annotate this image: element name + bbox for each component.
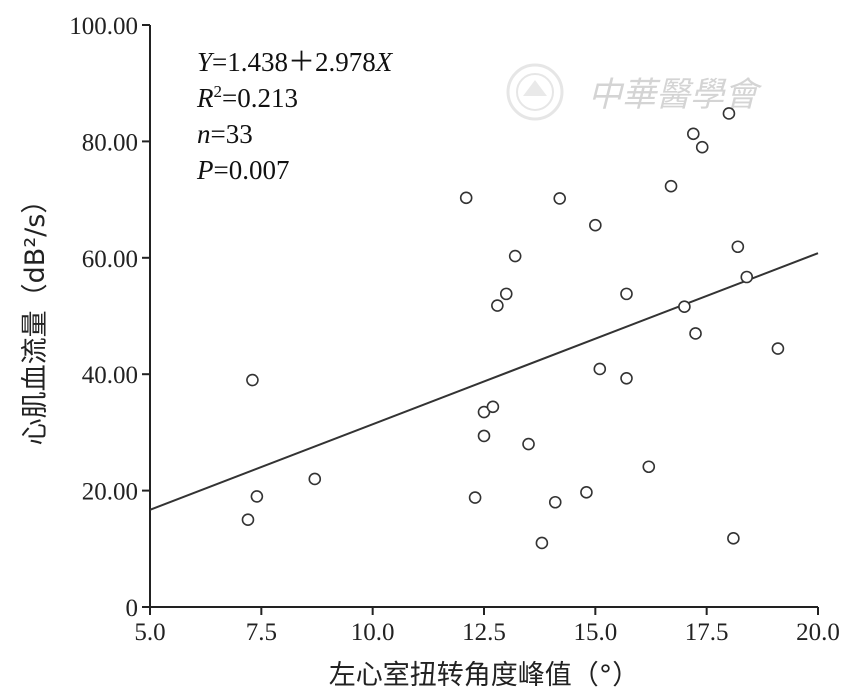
x-tick-label: 12.5 <box>462 619 506 646</box>
watermark-text: 中華醫學會 <box>588 75 763 115</box>
p-value-label: P=0.007 <box>196 155 289 185</box>
data-point <box>548 495 562 509</box>
watermark: 中華醫學會 <box>506 63 763 121</box>
x-tick-label: 17.5 <box>685 619 729 646</box>
data-point <box>689 327 702 340</box>
data-point <box>246 373 259 387</box>
data-point <box>593 362 607 376</box>
data-point <box>642 460 656 474</box>
data-point <box>589 218 602 232</box>
data-point <box>491 299 504 312</box>
x-tick-label: 7.5 <box>246 619 277 646</box>
x-tick-label: 15.0 <box>573 619 617 646</box>
data-point <box>664 179 678 193</box>
data-point <box>740 270 754 284</box>
y-tick-label: 80.00 <box>82 129 138 156</box>
x-tick-group: 5.0 7.5 10.0 12.5 15.0 17.5 20.0 <box>134 607 840 646</box>
regression-equation: Y=1.438＋2.978X <box>197 47 394 77</box>
data-points <box>241 107 785 550</box>
data-point <box>468 491 482 504</box>
y-tick-label: 0 <box>126 595 139 622</box>
data-point <box>687 127 700 141</box>
n-label: n=33 <box>197 119 253 149</box>
x-tick-label: 5.0 <box>134 619 165 646</box>
stats-annotation: Y=1.438＋2.978X R2=0.213 n=33 P=0.007 <box>196 47 394 185</box>
data-point <box>771 342 785 355</box>
r-squared-label: R2=0.213 <box>196 82 298 113</box>
regression-line <box>149 252 819 511</box>
data-point <box>620 287 633 301</box>
data-point <box>678 300 691 313</box>
data-point <box>695 140 709 154</box>
data-point <box>250 490 264 503</box>
data-point <box>620 371 633 385</box>
data-point <box>308 472 322 486</box>
data-point <box>722 107 736 120</box>
watermark-seal-icon <box>506 63 564 121</box>
x-tick-label: 20.0 <box>796 619 840 646</box>
x-axis-title: 左心室扭转角度峰值（°） <box>329 660 640 691</box>
data-point <box>477 429 491 443</box>
data-point <box>553 192 567 205</box>
data-point <box>535 536 549 550</box>
y-tick-group: 0 20.00 40.00 60.00 80.00 100.00 <box>69 13 150 622</box>
data-point <box>486 400 500 414</box>
data-point <box>727 532 740 545</box>
y-tick-label: 60.00 <box>82 246 138 273</box>
y-tick-label: 40.00 <box>82 362 138 389</box>
data-point <box>522 437 535 451</box>
y-axis-title: 心肌血流量（dB²/s） <box>20 187 51 446</box>
data-point <box>508 249 522 263</box>
data-point <box>731 240 745 254</box>
data-point <box>499 287 513 301</box>
x-tick-label: 10.0 <box>351 619 395 646</box>
data-point <box>580 486 593 499</box>
data-point <box>459 191 473 205</box>
y-tick-label: 100.00 <box>69 13 138 40</box>
y-tick-label: 20.00 <box>82 479 138 506</box>
data-point <box>241 513 255 527</box>
